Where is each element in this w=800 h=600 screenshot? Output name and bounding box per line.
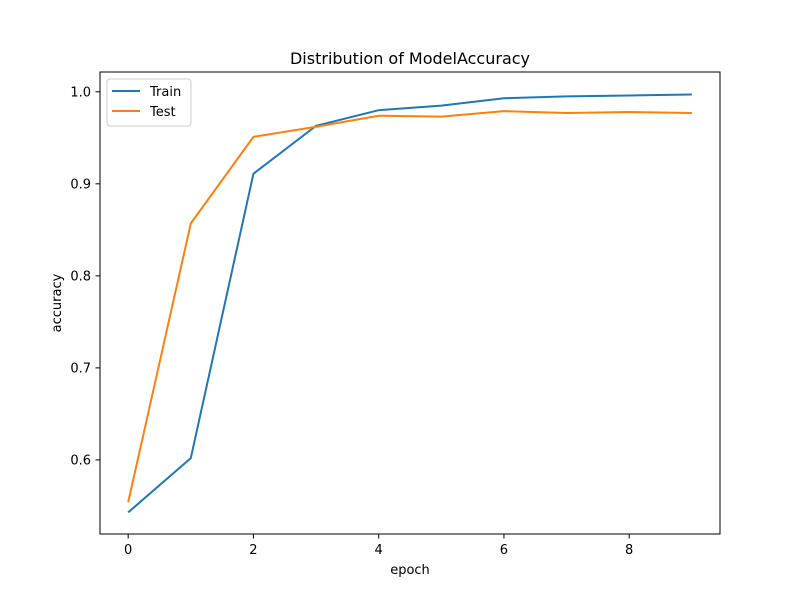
legend-label-test: Test	[149, 105, 176, 120]
axes-frame	[99, 71, 721, 535]
legend-label-train: Train	[149, 85, 181, 100]
x-tick-label: 8	[625, 543, 633, 558]
y-tick-label: 0.7	[70, 361, 91, 376]
x-tick-label: 4	[375, 543, 383, 558]
x-tick-label: 6	[500, 543, 508, 558]
y-tick-label: 0.6	[70, 453, 91, 468]
y-tick-label: 0.9	[70, 177, 91, 192]
x-tick-label: 2	[249, 543, 257, 558]
series-line-test	[127, 110, 692, 503]
chart-title: Distribution of ModelAccuracy	[290, 49, 530, 68]
plot-area: 0 2 4 6 8 0.6 0.7 0.8 0.9 1.0	[70, 71, 721, 558]
y-tick-label: 1.0	[70, 85, 91, 100]
x-axis-label: epoch	[390, 563, 430, 578]
y-tick-label: 0.8	[70, 269, 91, 284]
y-axis-label: accuracy	[50, 273, 65, 332]
legend: Train Test	[106, 78, 192, 127]
x-tick-label: 0	[124, 543, 132, 558]
series-line-train	[127, 93, 692, 514]
